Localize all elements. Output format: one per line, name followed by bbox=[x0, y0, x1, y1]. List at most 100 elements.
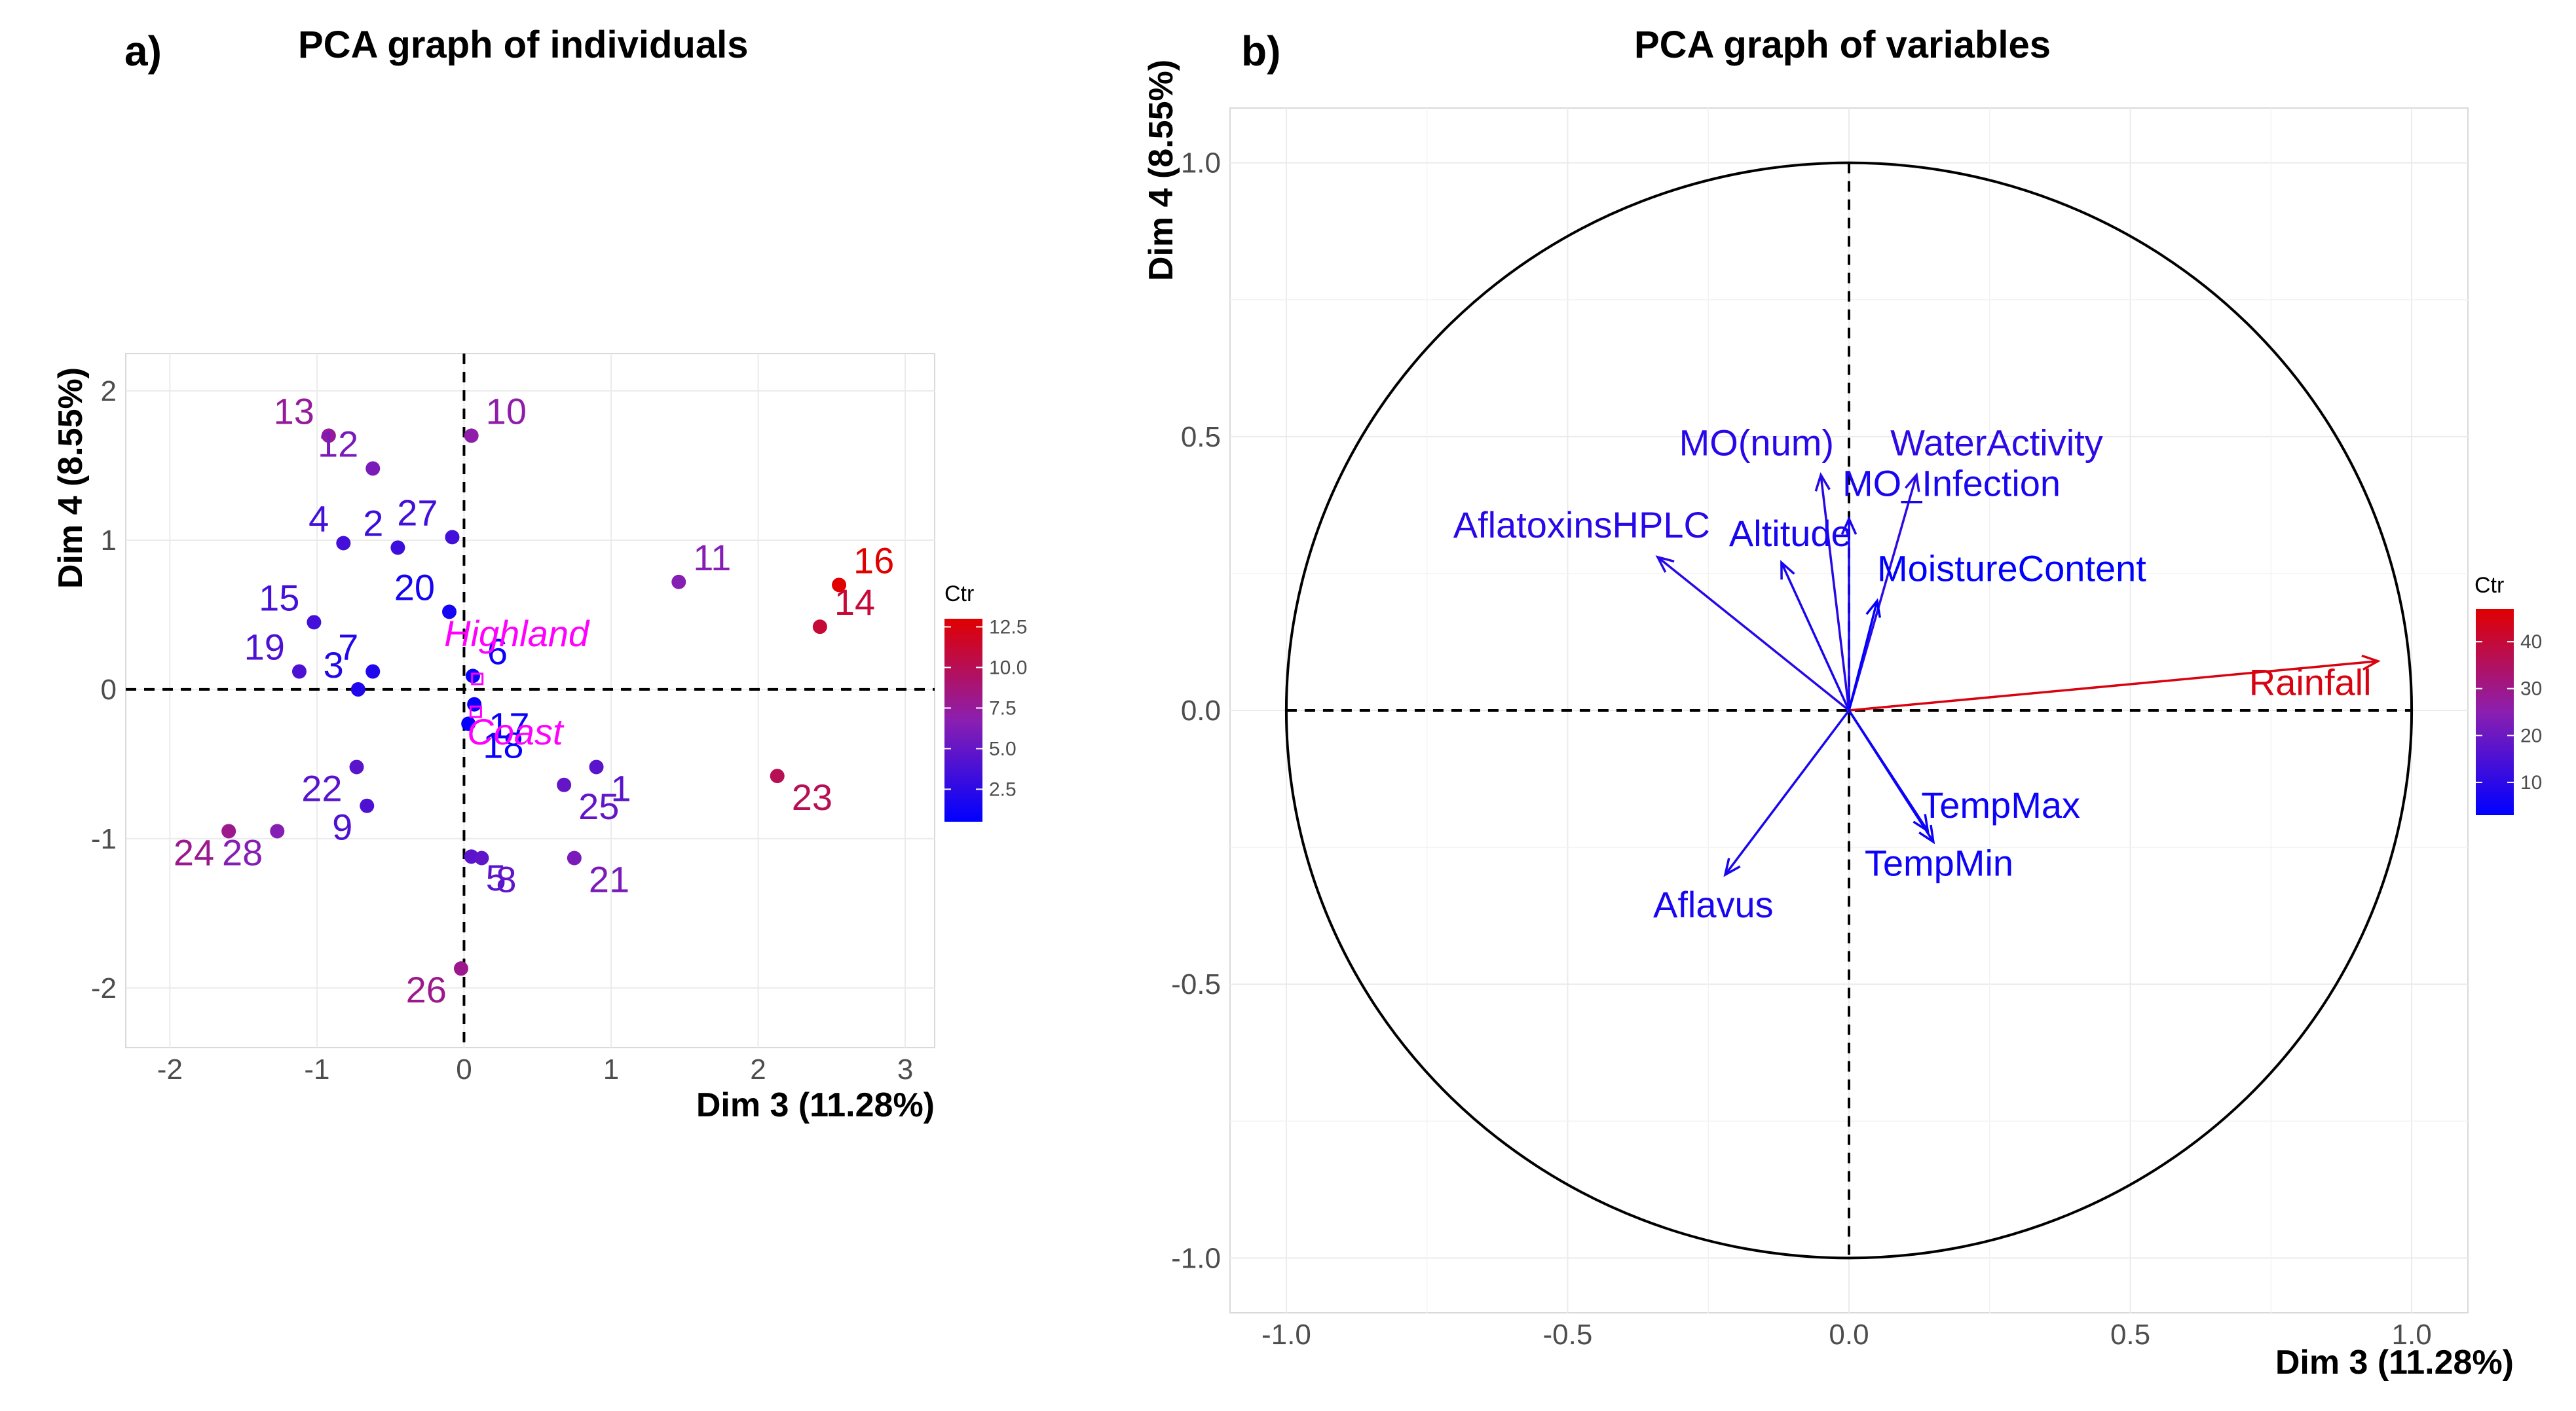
point-label-13: 13 bbox=[274, 390, 314, 431]
point-label-11: 11 bbox=[693, 537, 731, 578]
a-legend-tick-label: 5.0 bbox=[989, 738, 1017, 760]
b-y-tick-label: 1.0 bbox=[1181, 147, 1221, 179]
point-label-25: 25 bbox=[578, 786, 619, 827]
panel-a-legend-colorbar bbox=[944, 619, 982, 822]
panel-b-legend: Ctr 10 20 30 40 bbox=[2474, 573, 2542, 815]
panel-a-label: a) bbox=[124, 27, 162, 75]
variable-label-tempmax: TempMax bbox=[1921, 784, 2080, 826]
arrow-altitude bbox=[1780, 560, 1850, 711]
point-1 bbox=[589, 760, 604, 775]
b-legend-tick-label: 40 bbox=[2520, 631, 2542, 653]
a-legend-tick-label: 12.5 bbox=[989, 616, 1027, 638]
panel-a-legend: Ctr 2.5 5.0 7.5 10.0 12.5 bbox=[944, 581, 1027, 822]
panel-b-label: b) bbox=[1241, 27, 1280, 75]
point-label-5: 5 bbox=[486, 857, 506, 898]
point-13 bbox=[321, 428, 336, 443]
a-x-tick-label: 1 bbox=[603, 1054, 619, 1086]
panel-b-title: PCA graph of variables bbox=[1634, 24, 2051, 66]
point-label-2: 2 bbox=[363, 502, 383, 543]
arrow-mo-infection bbox=[1840, 515, 1857, 710]
panel-a-legend-ticks: 2.5 5.0 7.5 10.0 12.5 bbox=[944, 616, 1027, 800]
arrow-aflatoxinshplc bbox=[1655, 555, 1850, 712]
panel-a-y-axis-title: Dim 4 (8.55%) bbox=[52, 367, 90, 589]
panel-a-individuals: a) PCA graph of individuals -2 -1 0 1 2 3-2-1… bbox=[52, 24, 1027, 1124]
panel-a-x-axis-title: Dim 3 (11.28%) bbox=[696, 1086, 935, 1124]
point-label-19: 19 bbox=[244, 627, 285, 668]
b-x-tick-label: 0.0 bbox=[1829, 1319, 1869, 1351]
point-20 bbox=[442, 604, 457, 619]
arrow-mo-num- bbox=[1814, 472, 1850, 711]
a-y-tick-label: -1 bbox=[91, 823, 117, 855]
point-17 bbox=[467, 697, 482, 712]
a-y-tick-label: 1 bbox=[101, 524, 117, 557]
panel-a-supplementary: Highland Coast bbox=[444, 613, 590, 752]
point-label-7: 7 bbox=[338, 627, 358, 668]
point-23 bbox=[770, 769, 785, 784]
panel-b-reference-lines bbox=[1286, 162, 2412, 1258]
point-11 bbox=[671, 574, 686, 589]
b-x-tick-label: 1.0 bbox=[2392, 1319, 2432, 1351]
a-x-tick-label: -2 bbox=[157, 1054, 183, 1086]
point-18 bbox=[461, 716, 476, 731]
point-label-6: 6 bbox=[487, 631, 508, 672]
point-2 bbox=[390, 540, 405, 555]
a-x-tick-label: 0 bbox=[456, 1054, 472, 1086]
point-12 bbox=[365, 461, 381, 476]
panel-b-y-axis-title: Dim 4 (8.55%) bbox=[1142, 60, 1180, 281]
supplementary-label-highland: Highland bbox=[444, 613, 590, 654]
b-x-tick-label: 0.5 bbox=[2110, 1319, 2150, 1351]
point-label-1: 1 bbox=[611, 767, 631, 809]
point-label-14: 14 bbox=[834, 581, 875, 623]
b-legend-tick-label: 30 bbox=[2520, 678, 2542, 700]
point-label-20: 20 bbox=[394, 566, 435, 608]
variable-label-moisturecontent: MoistureContent bbox=[1877, 548, 2146, 589]
point-27 bbox=[445, 530, 460, 545]
b-y-tick-label: -1.0 bbox=[1171, 1242, 1221, 1274]
point-label-16: 16 bbox=[853, 540, 894, 581]
panel-b-legend-colorbar bbox=[2476, 609, 2514, 815]
a-x-tick-label: 3 bbox=[897, 1054, 913, 1086]
b-y-tick-label: 0.0 bbox=[1181, 695, 1221, 727]
point-label-27: 27 bbox=[397, 492, 438, 533]
variable-label-mo-infection: MO_Infection bbox=[1842, 462, 2061, 504]
b-legend-tick-label: 20 bbox=[2520, 725, 2542, 746]
point-3 bbox=[350, 682, 365, 697]
a-legend-tick-label: 2.5 bbox=[989, 779, 1017, 800]
point-22 bbox=[349, 760, 364, 775]
arrow-tempmin bbox=[1848, 710, 1935, 845]
point-label-17: 17 bbox=[489, 705, 529, 746]
variable-label-aflavus: Aflavus bbox=[1653, 884, 1774, 925]
a-legend-tick-label: 7.5 bbox=[989, 697, 1017, 719]
a-legend-tick-label: 10.0 bbox=[989, 657, 1027, 678]
point-25 bbox=[557, 777, 572, 792]
a-y-tick-label: -2 bbox=[91, 972, 117, 1004]
b-x-tick-label: -0.5 bbox=[1543, 1319, 1593, 1351]
panel-b-x-axis-title: Dim 3 (11.28%) bbox=[2275, 1344, 2514, 1382]
point-label-18: 18 bbox=[483, 724, 523, 765]
variable-label-altitude: Altitude bbox=[1729, 513, 1852, 554]
point-9 bbox=[360, 798, 375, 813]
arrow-aflavus bbox=[1723, 709, 1850, 877]
panel-b-legend-ticks: 10 20 30 40 bbox=[2476, 631, 2542, 794]
panel-a-plot-area bbox=[125, 353, 935, 1048]
arrow-rainfall bbox=[1848, 654, 2381, 712]
point-24 bbox=[221, 824, 236, 839]
point-16 bbox=[832, 577, 847, 593]
point-7 bbox=[365, 664, 381, 679]
variable-label-rainfall: Rainfall bbox=[2249, 662, 2372, 703]
panel-b-variable-labels: Rainfall WaterActivity MO(num)MO_Infection… bbox=[1453, 422, 2372, 925]
b-y-tick-label: -0.5 bbox=[1171, 968, 1221, 1000]
point-26 bbox=[453, 961, 468, 976]
b-legend-tick-label: 10 bbox=[2520, 772, 2542, 794]
point-label-24: 24 bbox=[174, 832, 214, 873]
point-14 bbox=[812, 619, 827, 634]
panel-a-legend-title: Ctr bbox=[944, 581, 974, 606]
supplementary-label-coast: Coast bbox=[467, 711, 565, 752]
panel-a-title: PCA graph of individuals bbox=[298, 24, 748, 66]
a-y-tick-label: 0 bbox=[101, 674, 117, 706]
b-x-tick-label: -1.0 bbox=[1261, 1319, 1311, 1351]
panel-b-legend-title: Ctr bbox=[2474, 573, 2504, 598]
